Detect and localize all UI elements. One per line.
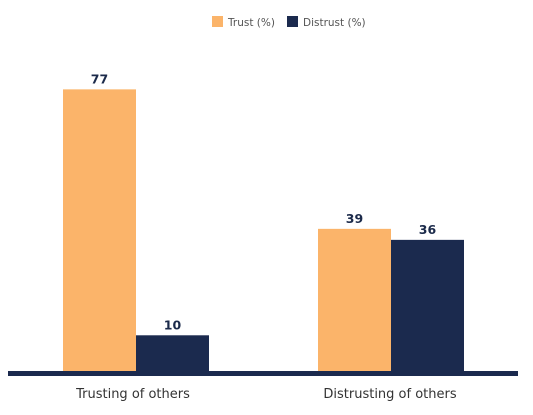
category-label-distrusting: Distrusting of others [323,387,456,402]
legend-label-trust: Trust (%) [227,17,275,29]
value-label-trust-distrusting: 39 [346,211,363,226]
bar-trust-distrusting [318,228,391,372]
bars-group [63,89,464,372]
value-label-trust-trusting: 77 [91,71,108,86]
legend-swatch-distrust [287,16,298,27]
bar-trust-trusting [63,89,136,372]
value-labels-group: 77 10 39 36 [91,71,437,332]
category-labels-group: Trusting of others Distrusting of others [75,387,457,402]
x-axis-line [8,371,518,376]
bar-distrust-distrusting [391,239,464,372]
value-label-distrust-trusting: 10 [164,317,182,332]
value-label-distrust-distrusting: 36 [419,222,437,237]
bar-distrust-trusting [136,335,209,372]
legend-label-distrust: Distrust (%) [303,17,366,29]
legend-swatch-trust [212,16,223,27]
category-label-trusting: Trusting of others [75,387,190,402]
legend: Trust (%) Distrust (%) [212,16,366,29]
